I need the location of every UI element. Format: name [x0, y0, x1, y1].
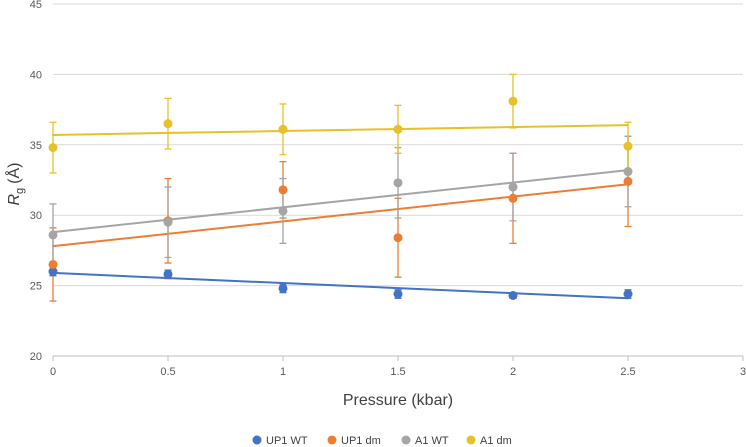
point-a1-wt	[623, 167, 633, 177]
legend-item-up1-dm: UP1 dm	[327, 435, 381, 447]
point-up1-dm	[278, 185, 288, 195]
legend-marker	[466, 435, 476, 445]
x-tick-labels: 0 0.5 1 1.5 2 2.5 3	[50, 366, 746, 378]
legend-label: UP1 WT	[266, 435, 308, 447]
point-a1-wt	[278, 206, 288, 216]
legend-item-a1-dm: A1 dm	[466, 435, 512, 447]
legend-label: UP1 dm	[341, 435, 381, 447]
data-points	[48, 96, 633, 300]
point-up1-wt	[278, 283, 288, 293]
point-up1-dm	[508, 193, 518, 203]
y-axis-title-main: R	[6, 194, 23, 206]
trend-lines	[52, 124, 629, 300]
point-a1-dm	[623, 141, 633, 151]
trendline-a1-wt	[52, 169, 629, 234]
point-up1-wt	[623, 289, 633, 299]
legend-marker	[252, 435, 262, 445]
y-tick-label: 30	[30, 210, 42, 222]
legend-item-a1-wt: A1 WT	[401, 435, 449, 447]
point-a1-wt	[48, 230, 58, 240]
point-up1-dm	[393, 233, 403, 243]
x-tick-label: 2	[510, 366, 516, 378]
trendline-up1-wt	[52, 271, 629, 300]
point-up1-dm	[48, 259, 58, 269]
legend-label: A1 WT	[415, 435, 449, 447]
y-tick-label: 25	[30, 281, 42, 293]
point-a1-dm	[278, 124, 288, 134]
legend-marker	[327, 435, 337, 445]
x-tick-label: 2.5	[620, 366, 635, 378]
axes	[52, 355, 744, 361]
y-tick-labels: 20 25 30 35 40 45	[30, 0, 42, 363]
legend-item-up1-wt: UP1 WT	[252, 435, 308, 447]
legend: UP1 WT UP1 dm A1 WT A1 dm	[252, 435, 512, 447]
trendline-a1-dm	[52, 124, 629, 136]
x-tick-label: 3	[740, 366, 746, 378]
y-tick-label: 45	[30, 0, 42, 11]
point-up1-wt	[508, 290, 518, 300]
point-a1-dm	[163, 119, 173, 129]
y-tick-label: 40	[30, 69, 42, 81]
point-a1-wt	[393, 178, 403, 188]
y-tick-label: 20	[30, 351, 42, 363]
x-tick-label: 1	[280, 366, 286, 378]
point-up1-wt	[393, 289, 403, 299]
point-a1-wt	[508, 182, 518, 192]
point-up1-dm	[623, 176, 633, 186]
point-a1-wt	[163, 217, 173, 227]
legend-marker	[401, 435, 411, 445]
legend-label: A1 dm	[480, 435, 512, 447]
point-up1-wt	[163, 269, 173, 279]
x-tick-label: 0.5	[160, 366, 175, 378]
y-axis-title-sub: g	[14, 188, 26, 194]
y-axis-title-unit: (Å)	[4, 162, 23, 183]
y-tick-label: 35	[30, 140, 42, 152]
error-bars	[49, 73, 632, 302]
x-tick-label: 1.5	[390, 366, 405, 378]
point-a1-dm	[508, 96, 518, 106]
trendline-up1-dm	[52, 183, 629, 248]
point-a1-dm	[393, 124, 403, 134]
x-axis-title: Pressure (kbar)	[343, 392, 453, 409]
point-up1-wt	[48, 267, 58, 277]
x-tick-label: 0	[50, 366, 56, 378]
point-a1-dm	[48, 143, 58, 153]
y-axis-title: Rg (Å)	[4, 162, 26, 205]
